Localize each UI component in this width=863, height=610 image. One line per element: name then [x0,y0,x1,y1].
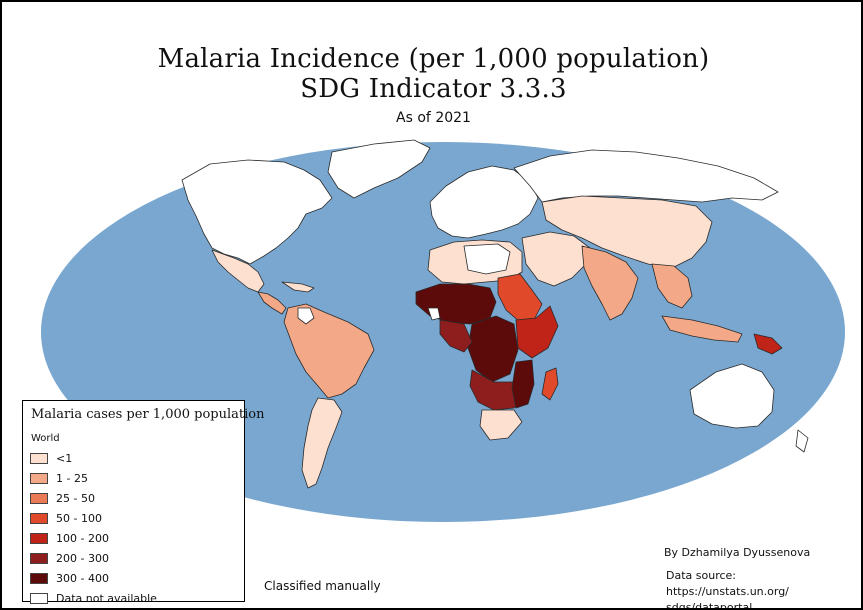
legend-swatch [30,572,48,584]
legend-subtitle: World [31,433,60,444]
data-source-line-2: sdgs/dataportal [666,601,753,610]
legend-label: 1 - 25 [56,471,88,485]
legend-items: <1 1 - 25 25 - 50 50 - 100 100 - 200 200… [30,448,157,608]
liberia-no-data [427,307,441,321]
guianas-no-data [297,307,315,325]
data-source-line-1: Data source: https://unstats.un.org/ [666,569,789,598]
north-america-no-data [181,159,333,265]
legend-label: 50 - 100 [56,511,102,525]
legend-label: <1 [56,451,73,465]
legend-label: 200 - 300 [56,551,109,565]
legend-item: 1 - 25 [30,468,157,488]
europe-no-data [429,165,539,239]
east-africa [515,305,559,359]
classification-note: Classified manually [264,579,381,593]
legend-label: Data not available [56,591,157,605]
angola-zambia [469,369,525,411]
greenland [327,139,431,199]
new-zealand-no-data [795,429,809,453]
central-america [257,291,287,315]
indonesia [661,315,743,343]
legend: Malaria cases per 1,000 population World… [22,400,264,605]
russia-no-data [513,149,779,203]
legend-item: 25 - 50 [30,488,157,508]
legend-item: Data not available [30,588,157,608]
legend-item: <1 [30,448,157,468]
gulf-of-guinea [439,319,473,353]
libya-egypt-no-data [463,243,511,275]
map-title: Malaria Incidence (per 1,000 population) [157,44,710,74]
papua-new-guinea [753,333,783,355]
madagascar [541,367,559,401]
legend-swatch [30,592,48,604]
middle-east [521,231,591,287]
south-america-north [283,303,375,399]
central-africa [467,315,519,383]
legend-swatch [30,532,48,544]
legend-label: 300 - 400 [56,571,109,585]
legend-swatch [30,552,48,564]
legend-swatch [30,452,48,464]
south-asia [581,245,639,321]
legend-swatch [30,492,48,504]
data-source: Data source: https://unstats.un.org/ sdg… [666,568,861,610]
map-subtitle-indicator: SDG Indicator 3.3.3 [300,74,567,104]
southern-africa [479,409,523,441]
australia-no-data [689,363,775,429]
asia-central-china [541,195,713,269]
as-of-date: As of 2021 [396,110,471,126]
south-america-south [301,397,343,489]
legend-title: Malaria cases per 1,000 population [31,407,265,422]
mozambique-malawi [511,359,535,409]
author-credit: By Dzhamilya Dyussenova [664,546,811,559]
legend-item: 300 - 400 [30,568,157,588]
legend-item: 100 - 200 [30,528,157,548]
legend-item: 50 - 100 [30,508,157,528]
legend-item: 200 - 300 [30,548,157,568]
caribbean [281,281,315,293]
legend-swatch [30,512,48,524]
legend-swatch [30,472,48,484]
southeast-asia [651,263,693,309]
legend-label: 100 - 200 [56,531,109,545]
legend-label: 25 - 50 [56,491,95,505]
